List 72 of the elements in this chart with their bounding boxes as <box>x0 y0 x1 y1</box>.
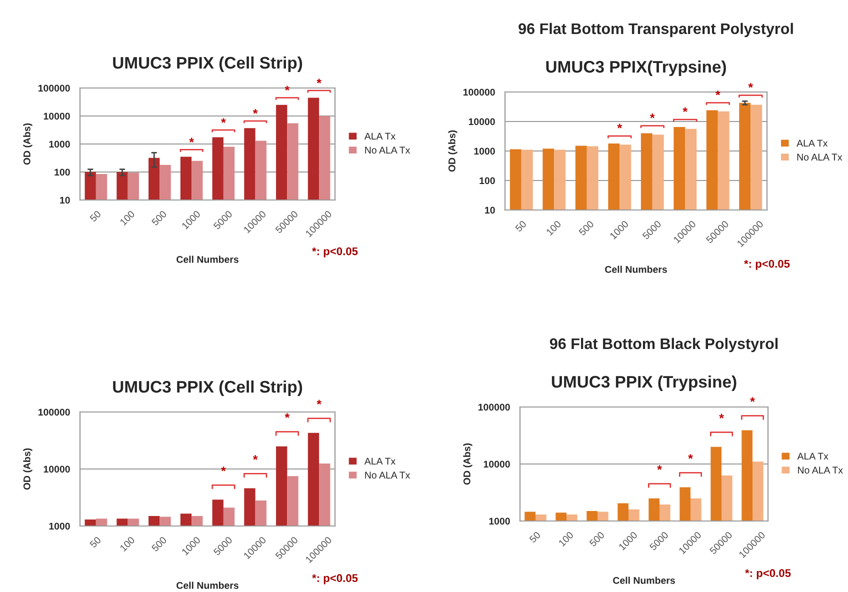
annotation: * <box>221 118 226 123</box>
y-tick-label: 100000 <box>38 408 70 416</box>
annotation: * <box>688 454 693 459</box>
x-axis-title: Cell Numbers <box>176 582 238 589</box>
x-tick-label: 50 <box>514 220 527 232</box>
annotation: * <box>657 465 662 470</box>
chart-title: UMUC3 PPIX(Trypsine) <box>546 60 726 76</box>
annotation: * <box>650 114 655 118</box>
text: * <box>316 78 322 84</box>
text: *: p<0.05 <box>744 260 790 270</box>
legend-label: ALA Tx <box>797 452 828 460</box>
x-tick-label: 500 <box>589 531 605 547</box>
x-axis-title: Cell Numbers <box>613 576 675 584</box>
y-tick-label: 10 <box>485 206 495 214</box>
y-tick-label: 10 <box>60 196 70 204</box>
text: *: p<0.05 <box>745 569 791 580</box>
chart-title: UMUC3 PPIX (Cell Strip) <box>113 56 302 72</box>
y-tick-label: 10000 <box>484 460 510 468</box>
y-tick-label: 1000 <box>474 148 495 155</box>
legend-label: No ALA Tx <box>798 466 843 474</box>
annotation: * <box>284 413 290 418</box>
x-axis-title: Cell Numbers <box>605 266 667 273</box>
y-tick-label: 1000 <box>489 518 510 525</box>
annotation: * <box>682 107 688 112</box>
y-tick-label: 100000 <box>38 84 70 92</box>
legend-label: No ALA Tx <box>797 154 842 161</box>
chart-subtitle: 96 Flat Bottom Black Polystyrol <box>550 338 778 352</box>
legend-label: ALA Tx <box>796 140 828 147</box>
annotation: * <box>715 90 720 96</box>
y-tick-label: 100000 <box>463 88 495 96</box>
text: * <box>316 400 322 404</box>
y-tick-label: 100 <box>480 177 495 184</box>
y-axis-title: OD (Abs) <box>23 123 32 165</box>
x-tick-label: 50 <box>528 531 541 544</box>
x-tick-label: 500 <box>578 220 594 236</box>
annotation: * <box>284 86 290 91</box>
y-tick-label: 10000 <box>44 466 70 473</box>
annotation: * <box>617 124 622 128</box>
x-tick-label: 100 <box>546 220 562 236</box>
legend-label: No ALA Tx <box>365 472 410 479</box>
y-axis-title: OD (Abs) <box>463 443 472 485</box>
text: * <box>750 397 755 402</box>
annotation: * <box>252 109 258 114</box>
annotation: * <box>221 466 226 472</box>
text: * <box>748 83 754 88</box>
x-axis-title: Cell Numbers <box>176 256 238 263</box>
chart-subtitle: 96 Flat Bottom Transparent Polystyrol <box>518 22 793 38</box>
legend-label: ALA Tx <box>364 458 396 465</box>
x-tick-label: 500 <box>151 210 167 226</box>
x-tick-label: 500 <box>151 536 167 552</box>
x-tick-label: 100 <box>558 531 574 547</box>
text: *: p<0.05 <box>312 247 358 258</box>
x-tick-label: 100 <box>120 210 136 226</box>
x-tick-label: 100 <box>120 536 136 552</box>
legend-label: No ALA Tx <box>365 146 410 154</box>
y-tick-label: 10000 <box>44 112 70 120</box>
chart-title: UMUC3 PPIX (Trypsine) <box>552 375 736 392</box>
legend-label: ALA Tx <box>364 132 396 140</box>
annotation: * <box>189 138 194 142</box>
text: *: p<0.05 <box>312 574 358 584</box>
annotation: * <box>719 414 724 418</box>
y-tick-label: 1000 <box>49 522 70 530</box>
x-tick-label: 50 <box>89 210 102 222</box>
y-tick-label: 10000 <box>468 118 495 126</box>
y-tick-label: 1000 <box>49 140 70 148</box>
y-tick-label: 100000 <box>478 404 510 411</box>
chart-title: UMUC3 PPIX (Cell Strip) <box>113 380 302 396</box>
y-axis-title: OD (Abs) <box>448 130 458 172</box>
y-axis-title: OD (Abs) <box>23 448 32 490</box>
x-tick-label: 50 <box>89 536 102 548</box>
y-tick-label: 100 <box>54 168 70 176</box>
annotation: * <box>252 455 258 460</box>
